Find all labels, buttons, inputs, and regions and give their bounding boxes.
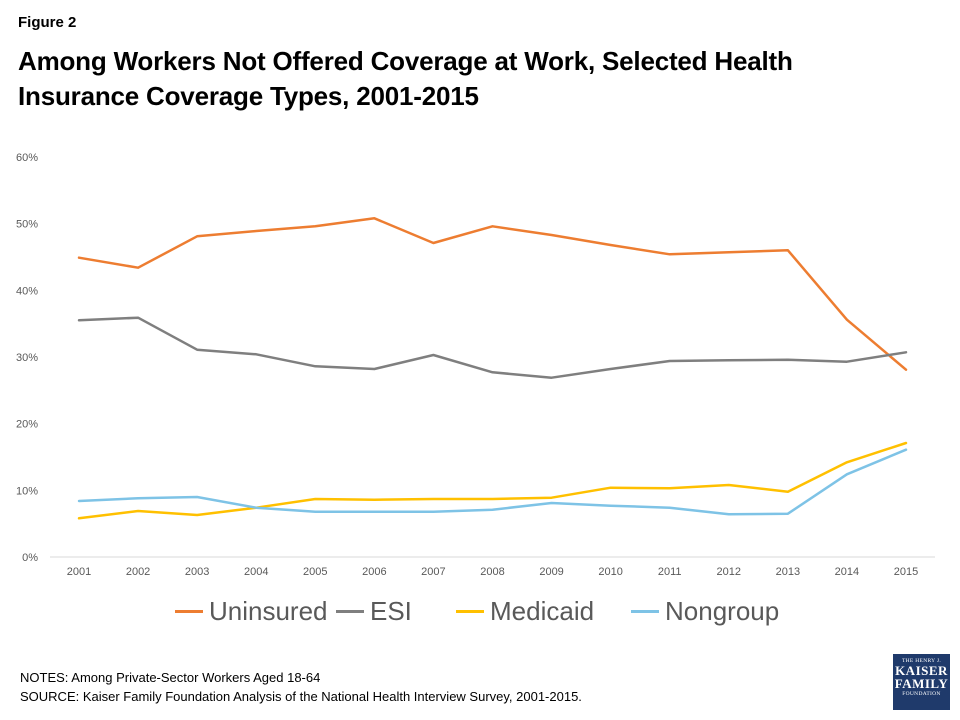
- legend-swatch: [175, 609, 203, 613]
- series-line-medicaid: [77, 441, 908, 520]
- x-tick-label: 2007: [421, 566, 445, 578]
- x-tick-label: 2002: [126, 566, 150, 578]
- x-tick-label: 2012: [717, 566, 741, 578]
- legend-swatch: [336, 609, 364, 613]
- legend-item-uninsured: Uninsured: [175, 590, 328, 632]
- x-tick-label: 2008: [480, 566, 504, 578]
- x-tick-label: 2010: [598, 566, 622, 578]
- legend-label: Nongroup: [665, 595, 780, 626]
- x-tick-label: 2011: [658, 566, 682, 578]
- y-tick-label: 30%: [16, 352, 38, 364]
- logo-line-3: FAMILY: [894, 676, 949, 691]
- y-tick-label: 50%: [16, 219, 38, 231]
- legend-item-esi: ESI: [336, 590, 412, 632]
- y-axis: 0% 10% 20% 30% 40% 50% 60%: [16, 152, 38, 564]
- series-group: [77, 217, 908, 520]
- x-tick-label: 2004: [244, 566, 268, 578]
- y-tick-label: 40%: [16, 285, 38, 297]
- notes-text: NOTES: Among Private-Sector Workers Aged…: [20, 670, 321, 685]
- legend-item-medicaid: Medicaid: [456, 590, 594, 632]
- source-text: SOURCE: Kaiser Family Foundation Analysi…: [20, 689, 582, 704]
- y-tick-label: 20%: [16, 419, 38, 431]
- x-tick-label: 2001: [67, 566, 91, 578]
- legend-item-nongroup: Nongroup: [631, 590, 779, 632]
- x-tick-label: 2009: [539, 566, 563, 578]
- x-tick-label: 2006: [362, 566, 386, 578]
- x-axis: 2001 2002 2003 2004 2005 2006 2007 2008 2009 2010…: [50, 556, 935, 578]
- legend-swatch: [631, 609, 659, 613]
- x-tick-label: 2013: [776, 566, 800, 578]
- series-line-uninsured: [77, 217, 908, 371]
- series-line-nongroup: [77, 448, 908, 516]
- legend-label: ESI: [370, 595, 412, 626]
- x-tick-label: 2005: [303, 566, 327, 578]
- kff-logo: THE HENRY J. KAISER FAMILY FOUNDATION: [893, 654, 950, 710]
- logo-line-1: THE HENRY J.: [902, 658, 941, 664]
- x-tick-label: 2015: [894, 566, 918, 578]
- figure-label: Figure 2: [18, 14, 77, 31]
- series-line-esi: [77, 316, 908, 379]
- chart-title: Among Workers Not Offered Coverage at Wo…: [18, 46, 793, 111]
- legend-label: Uninsured: [209, 595, 328, 626]
- x-tick-label: 2003: [185, 566, 209, 578]
- y-tick-label: 0%: [22, 552, 38, 564]
- logo-line-4: FOUNDATION: [902, 691, 941, 697]
- footnotes: NOTES: Among Private-Sector Workers Aged…: [20, 668, 582, 706]
- x-tick-label: 2014: [835, 566, 859, 578]
- logo-line-2: KAISER: [895, 663, 948, 678]
- line-chart: 0%10%20%30%40%50%60% 2001 2002 2003 2004 200…: [16, 152, 935, 578]
- y-tick-label: 60%: [16, 152, 38, 164]
- chart-legend: Uninsured ESI Medicaid Nongroup: [0, 590, 960, 632]
- y-tick-label: 10%: [16, 485, 38, 497]
- legend-swatch: [456, 609, 484, 613]
- legend-label: Medicaid: [490, 595, 595, 626]
